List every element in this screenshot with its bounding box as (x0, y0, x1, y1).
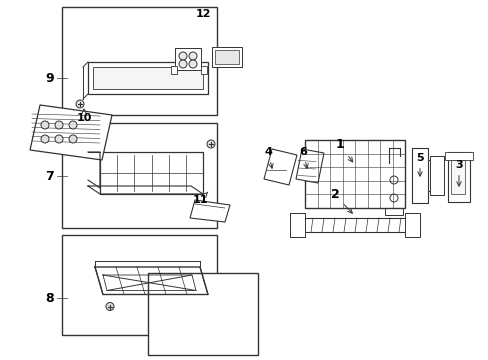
Polygon shape (264, 149, 296, 185)
Bar (444, 152, 472, 160)
Circle shape (179, 52, 186, 60)
Circle shape (106, 302, 114, 310)
Polygon shape (30, 105, 112, 160)
Bar (429, 156, 443, 195)
Text: 12: 12 (195, 9, 210, 19)
Bar (100, 152, 203, 194)
Circle shape (41, 135, 49, 143)
Bar (62, 123, 217, 228)
Bar (201, 66, 206, 74)
Circle shape (179, 60, 186, 68)
Text: 3: 3 (454, 160, 462, 186)
Bar (175, 48, 201, 70)
Text: 4: 4 (264, 147, 273, 168)
Text: 9: 9 (45, 72, 54, 85)
Text: 11: 11 (192, 192, 207, 205)
Bar (411, 148, 427, 203)
Bar (93, 67, 203, 89)
Bar (148, 273, 258, 355)
Text: 5: 5 (415, 153, 423, 176)
Circle shape (41, 121, 49, 129)
Bar (305, 140, 404, 208)
Circle shape (76, 100, 84, 108)
Circle shape (389, 176, 397, 184)
Bar (62, 7, 217, 115)
Bar (171, 66, 177, 74)
Circle shape (389, 194, 397, 202)
Bar (88, 62, 207, 94)
Circle shape (55, 135, 63, 143)
Text: 8: 8 (45, 292, 54, 305)
Circle shape (189, 60, 197, 68)
Bar (404, 213, 419, 237)
Text: 7: 7 (45, 170, 54, 183)
Bar (289, 213, 305, 237)
Text: 6: 6 (299, 147, 307, 168)
Circle shape (189, 52, 197, 60)
Polygon shape (295, 149, 324, 183)
Bar (450, 160, 464, 194)
Circle shape (69, 135, 77, 143)
Bar (299, 218, 409, 232)
Circle shape (206, 140, 215, 148)
Circle shape (55, 121, 63, 129)
Text: 10: 10 (76, 109, 92, 123)
Text: 2: 2 (330, 189, 352, 213)
Bar (215, 50, 239, 64)
Text: 1: 1 (335, 139, 352, 162)
Bar (447, 152, 469, 202)
Circle shape (69, 121, 77, 129)
Bar (62, 235, 217, 335)
Bar (212, 47, 242, 67)
Polygon shape (190, 200, 229, 222)
Bar (384, 150, 402, 215)
